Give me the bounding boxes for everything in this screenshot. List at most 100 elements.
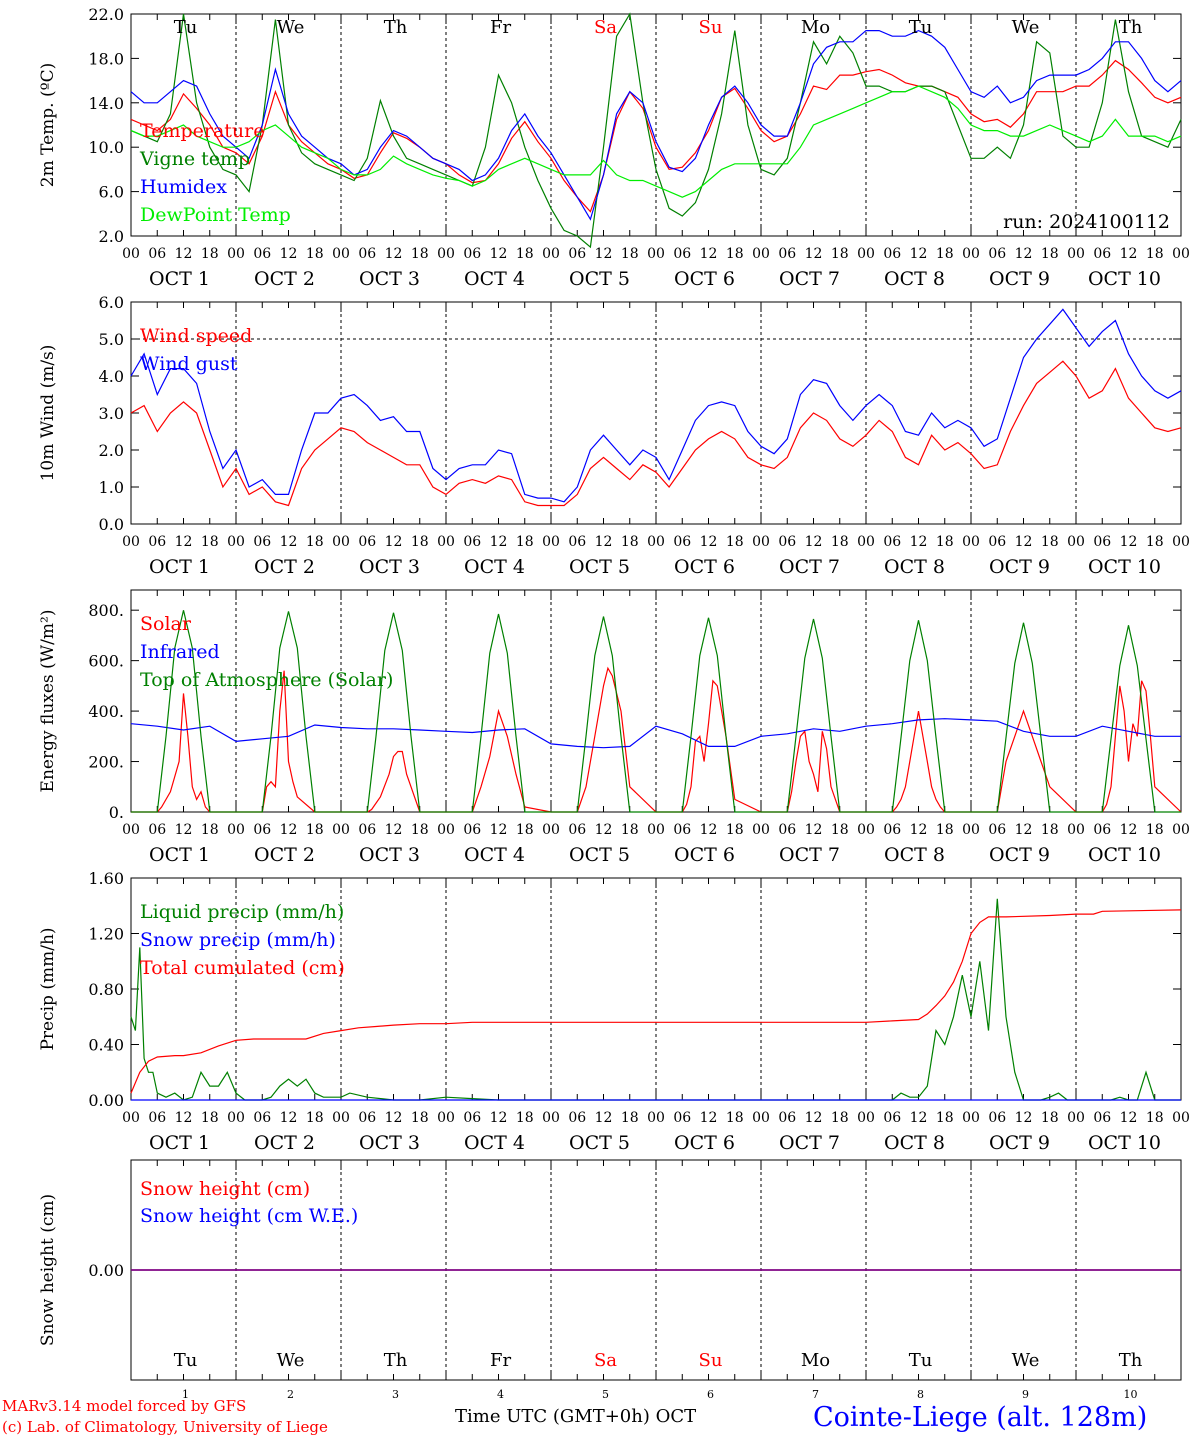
hour-tick-label: 12 bbox=[595, 1110, 613, 1126]
hour-tick-label: 06 bbox=[568, 1110, 586, 1126]
hour-tick-label: 00 bbox=[227, 246, 245, 262]
hour-tick-label: 06 bbox=[568, 822, 586, 838]
hour-tick-label: 18 bbox=[621, 1110, 639, 1126]
hour-tick-label: 06 bbox=[778, 1110, 796, 1126]
y-tick-label: 400. bbox=[88, 702, 124, 721]
hour-tick-label: 00 bbox=[437, 534, 455, 550]
hour-tick-label: 00 bbox=[752, 534, 770, 550]
date-label: OCT 8 bbox=[884, 268, 945, 290]
weekday-label: Sa bbox=[594, 1350, 617, 1371]
hour-tick-label: 00 bbox=[1067, 534, 1085, 550]
date-label: OCT 1 bbox=[149, 268, 210, 290]
hour-tick-label: 00 bbox=[1172, 534, 1190, 550]
date-label: OCT 10 bbox=[1088, 556, 1161, 578]
station-name: Cointe-Liege (alt. 128m) bbox=[813, 1402, 1148, 1433]
hour-tick-label: 06 bbox=[883, 534, 901, 550]
hour-tick-label: 12 bbox=[1015, 534, 1033, 550]
weekday-label: Mo bbox=[801, 17, 830, 38]
hour-tick-label: 12 bbox=[910, 822, 928, 838]
series-line-top-of-atmosphere-solar- bbox=[131, 610, 1181, 813]
hour-tick-label: 12 bbox=[805, 534, 823, 550]
hour-tick-label: 12 bbox=[1120, 1110, 1138, 1126]
y-tick-label: 0.40 bbox=[88, 1036, 124, 1055]
hour-tick-label: 18 bbox=[411, 1110, 429, 1126]
hour-tick-label: 06 bbox=[358, 822, 376, 838]
y-tick-label: 1.0 bbox=[99, 478, 124, 497]
hour-tick-label: 18 bbox=[1146, 822, 1164, 838]
hour-tick-label: 06 bbox=[463, 534, 481, 550]
legend-entry: Solar bbox=[140, 613, 192, 635]
day-number-label: 3 bbox=[392, 1388, 399, 1401]
date-label: OCT 5 bbox=[569, 556, 630, 578]
hour-tick-label: 06 bbox=[1093, 246, 1111, 262]
hour-tick-label: 12 bbox=[385, 246, 403, 262]
legend-entry: Infrared bbox=[140, 641, 220, 663]
hour-tick-label: 18 bbox=[201, 534, 219, 550]
date-label: OCT 6 bbox=[674, 556, 735, 578]
y-tick-label: 800. bbox=[88, 601, 124, 620]
day-number-label: 8 bbox=[917, 1388, 924, 1401]
date-label: OCT 8 bbox=[884, 844, 945, 866]
hour-tick-label: 12 bbox=[700, 1110, 718, 1126]
legend-entry: Temperature bbox=[140, 120, 264, 142]
hour-tick-label: 12 bbox=[1120, 822, 1138, 838]
hour-tick-label: 00 bbox=[962, 246, 980, 262]
hour-tick-label: 06 bbox=[988, 534, 1006, 550]
hour-tick-label: 06 bbox=[673, 534, 691, 550]
hour-tick-label: 12 bbox=[910, 534, 928, 550]
weekday-label: Fr bbox=[490, 17, 511, 38]
hour-tick-label: 00 bbox=[1172, 1110, 1190, 1126]
hour-tick-label: 06 bbox=[673, 822, 691, 838]
hour-tick-label: 00 bbox=[647, 534, 665, 550]
hour-tick-label: 00 bbox=[332, 822, 350, 838]
date-label: OCT 7 bbox=[779, 1132, 840, 1154]
hour-tick-label: 00 bbox=[647, 822, 665, 838]
hour-tick-label: 06 bbox=[148, 822, 166, 838]
date-label: OCT 7 bbox=[779, 268, 840, 290]
hour-tick-label: 12 bbox=[175, 534, 193, 550]
day-number-label: 1 bbox=[182, 1388, 189, 1401]
hour-tick-label: 12 bbox=[490, 246, 508, 262]
y-tick-label: 0.0 bbox=[99, 515, 124, 534]
day-number-label: 10 bbox=[1124, 1388, 1138, 1401]
series-line-total-cumulated-cm- bbox=[130, 909, 1182, 1094]
date-label: OCT 9 bbox=[989, 844, 1050, 866]
date-label: OCT 1 bbox=[149, 1132, 210, 1154]
hour-tick-label: 12 bbox=[700, 822, 718, 838]
hour-tick-label: 18 bbox=[306, 822, 324, 838]
hour-tick-label: 00 bbox=[647, 1110, 665, 1126]
y-tick-label: 600. bbox=[88, 652, 124, 671]
y-tick-label: 3.0 bbox=[99, 404, 124, 423]
hour-tick-label: 00 bbox=[227, 822, 245, 838]
hour-tick-label: 18 bbox=[306, 246, 324, 262]
series-line-infrared bbox=[130, 718, 1181, 749]
hour-tick-label: 00 bbox=[122, 1110, 140, 1126]
hour-tick-label: 00 bbox=[332, 1110, 350, 1126]
weekday-label: Tu bbox=[174, 17, 198, 38]
hour-tick-label: 18 bbox=[516, 246, 534, 262]
hour-tick-label: 18 bbox=[936, 246, 954, 262]
legend-entry: Total cumulated (cm) bbox=[140, 957, 345, 979]
y-tick-label: 14.0 bbox=[88, 94, 124, 113]
weekday-label: Su bbox=[699, 1350, 723, 1371]
hour-tick-label: 18 bbox=[936, 1110, 954, 1126]
hour-tick-label: 12 bbox=[280, 534, 298, 550]
hour-tick-label: 18 bbox=[516, 534, 534, 550]
date-label: OCT 9 bbox=[989, 1132, 1050, 1154]
hour-tick-label: 00 bbox=[437, 1110, 455, 1126]
hour-tick-label: 18 bbox=[726, 1110, 744, 1126]
hour-tick-label: 18 bbox=[831, 822, 849, 838]
hour-tick-label: 00 bbox=[542, 534, 560, 550]
hour-tick-label: 06 bbox=[778, 534, 796, 550]
hour-tick-label: 18 bbox=[726, 534, 744, 550]
hour-tick-label: 06 bbox=[988, 822, 1006, 838]
date-label: OCT 6 bbox=[674, 844, 735, 866]
weekday-label: Sa bbox=[594, 17, 617, 38]
hour-tick-label: 06 bbox=[883, 246, 901, 262]
hour-tick-label: 12 bbox=[490, 822, 508, 838]
hour-tick-label: 00 bbox=[752, 1110, 770, 1126]
date-label: OCT 7 bbox=[779, 556, 840, 578]
hour-tick-label: 06 bbox=[988, 246, 1006, 262]
hour-tick-label: 06 bbox=[673, 246, 691, 262]
hour-tick-label: 18 bbox=[1041, 1110, 1059, 1126]
